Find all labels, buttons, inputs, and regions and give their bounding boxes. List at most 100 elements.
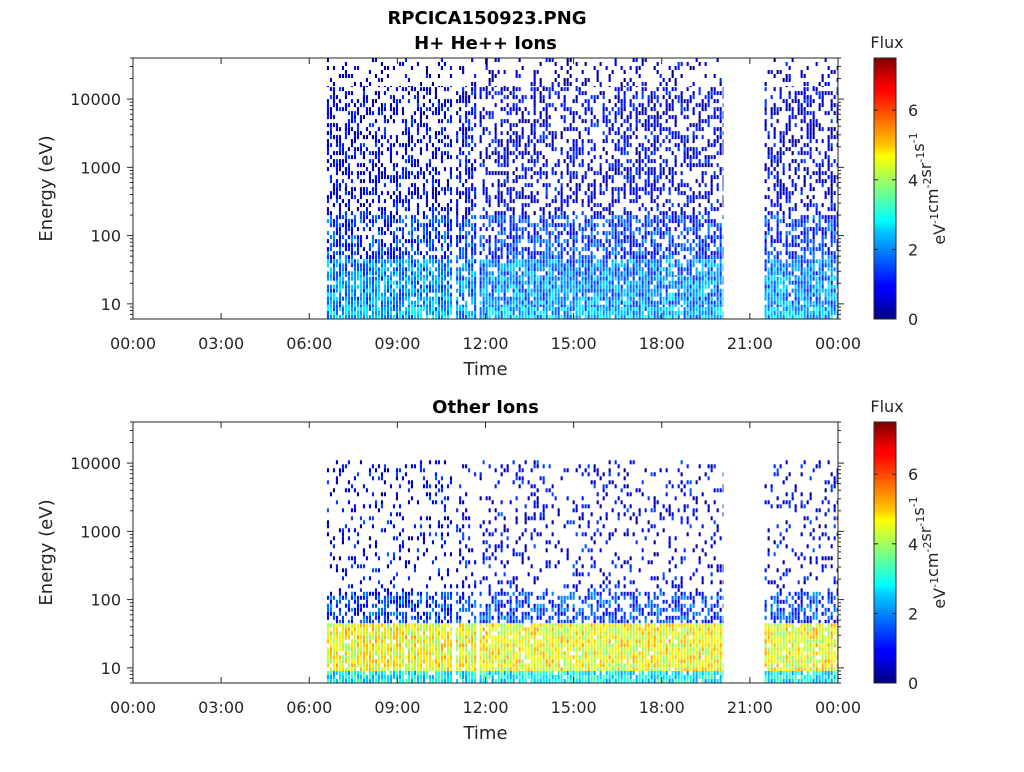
flux-cell — [536, 199, 539, 204]
flux-cell — [542, 267, 545, 272]
flux-cell — [332, 91, 335, 96]
flux-cell — [374, 143, 377, 148]
flux-cell — [659, 263, 662, 268]
flux-cell — [719, 247, 722, 252]
flux-cell — [542, 119, 545, 124]
flux-cell — [332, 263, 335, 268]
flux-cell — [584, 119, 587, 124]
flux-cell — [707, 255, 710, 260]
flux-cell — [656, 115, 659, 120]
flux-cell — [626, 227, 629, 232]
flux-cell — [377, 107, 380, 112]
flux-cell — [335, 191, 338, 196]
flux-cell — [500, 119, 503, 124]
flux-cell — [437, 223, 440, 228]
flux-cell — [692, 66, 695, 70]
flux-cell — [623, 271, 626, 276]
flux-cell — [620, 243, 623, 248]
flux-cell — [611, 179, 614, 184]
flux-cell — [515, 70, 518, 74]
flux-cell — [698, 91, 701, 96]
flux-cell — [593, 171, 596, 176]
flux-cell — [692, 315, 695, 319]
flux-cell — [713, 280, 716, 285]
flux-cell — [491, 271, 494, 276]
flux-cell — [434, 151, 437, 156]
flux-cell — [539, 255, 542, 260]
flux-cell — [335, 251, 338, 256]
flux-cell — [350, 275, 353, 277]
flux-cell — [620, 171, 623, 176]
flux-cell — [362, 300, 365, 305]
flux-cell — [350, 74, 353, 78]
flux-cell — [695, 147, 698, 152]
flux-cell — [395, 300, 398, 305]
flux-cell — [401, 255, 404, 260]
flux-cell — [497, 304, 500, 307]
flux-cell — [566, 219, 569, 224]
flux-cell — [462, 304, 465, 307]
flux-cell — [587, 280, 590, 285]
flux-cell — [509, 267, 512, 272]
flux-cell — [629, 275, 632, 277]
flux-cell — [677, 219, 680, 224]
flux-cell — [770, 275, 773, 277]
flux-cell — [359, 131, 362, 136]
flux-cell — [560, 284, 563, 289]
flux-cell — [326, 255, 329, 260]
flux-cell — [449, 187, 452, 192]
flux-cell — [638, 227, 641, 232]
flux-cell — [344, 107, 347, 112]
flux-cell — [554, 227, 557, 232]
flux-cell — [518, 195, 521, 200]
flux-cell — [524, 95, 527, 100]
flux-cell — [575, 235, 578, 240]
flux-cell — [689, 167, 692, 172]
flux-cell — [515, 284, 518, 289]
flux-cell — [365, 307, 368, 311]
flux-cell — [515, 95, 518, 100]
flux-cell — [707, 195, 710, 200]
flux-cell — [494, 276, 497, 281]
flux-cell — [719, 267, 722, 272]
flux-cell — [590, 284, 593, 289]
flux-cell — [653, 115, 656, 120]
flux-cell — [536, 275, 539, 277]
flux-cell — [644, 135, 647, 140]
flux-cell — [459, 195, 462, 200]
flux-cell — [581, 151, 584, 156]
flux-cell — [338, 276, 341, 281]
flux-cell — [548, 247, 551, 252]
flux-cell — [692, 82, 695, 86]
flux-cell — [362, 86, 365, 88]
flux-cell — [578, 263, 581, 268]
flux-cell — [605, 259, 608, 264]
flux-cell — [437, 304, 440, 307]
flux-cell — [593, 183, 596, 188]
flux-cell — [326, 231, 329, 236]
flux-cell — [479, 95, 482, 100]
flux-cell — [401, 143, 404, 148]
flux-cell — [590, 235, 593, 240]
flux-cell — [401, 292, 404, 297]
flux-cell — [770, 123, 773, 128]
flux-cell — [419, 292, 422, 297]
flux-cell — [704, 171, 707, 176]
flux-cell — [431, 167, 434, 172]
flux-cell — [629, 78, 632, 82]
flux-cell — [569, 247, 572, 252]
flux-cell — [653, 151, 656, 156]
flux-cell — [770, 215, 773, 220]
flux-cell — [611, 284, 614, 289]
flux-cell — [365, 259, 368, 264]
flux-cell — [353, 82, 356, 86]
flux-cell — [404, 127, 407, 132]
flux-cell — [572, 223, 575, 228]
flux-cell — [689, 227, 692, 232]
flux-cell — [671, 300, 674, 305]
flux-cell — [446, 143, 449, 148]
flux-cell — [569, 311, 572, 315]
flux-cell — [440, 243, 443, 248]
flux-cell — [713, 171, 716, 176]
flux-cell — [629, 307, 632, 311]
